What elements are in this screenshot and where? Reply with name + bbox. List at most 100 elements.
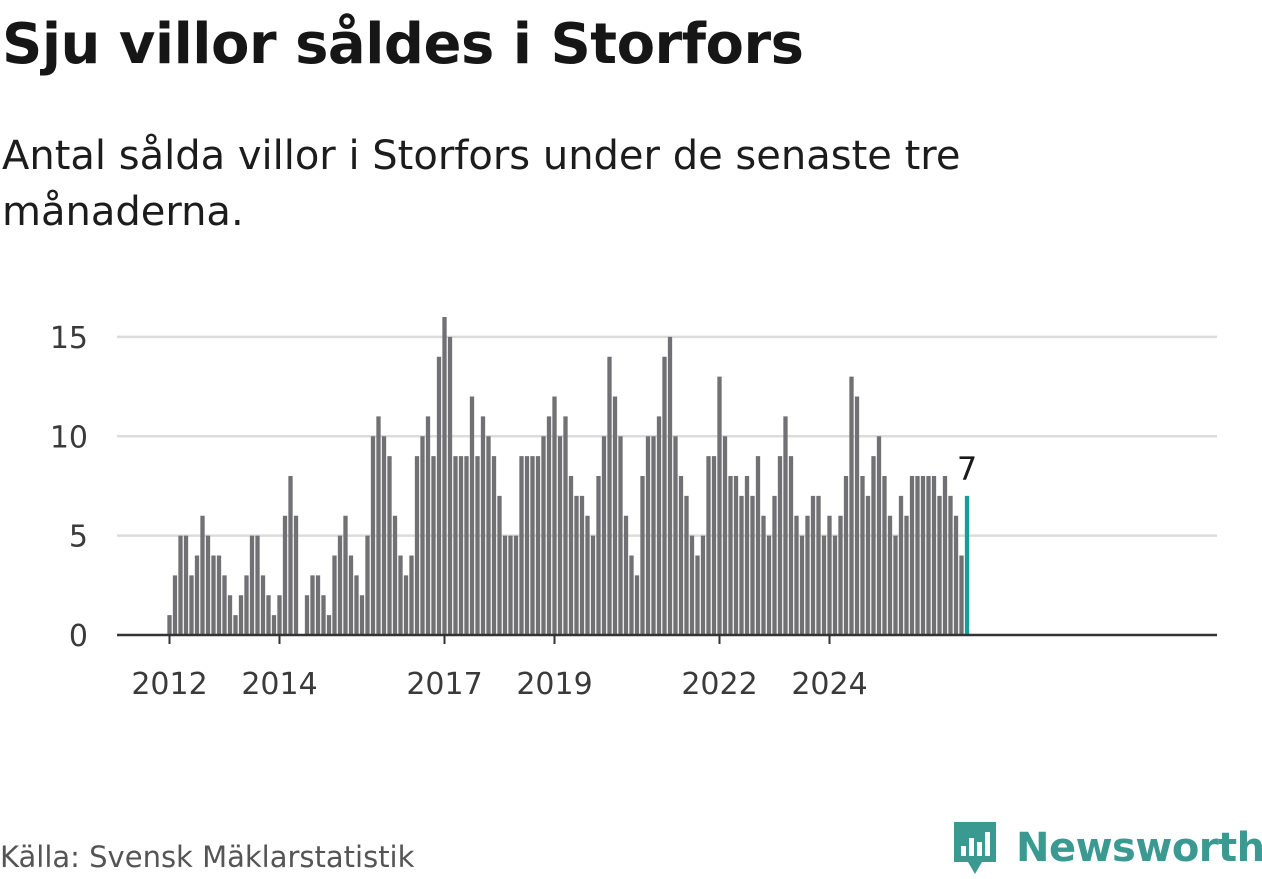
y-tick-label: 0 xyxy=(69,619,88,654)
y-tick-label: 10 xyxy=(50,420,88,455)
bar xyxy=(568,476,574,635)
bar xyxy=(409,555,414,635)
bar xyxy=(623,515,629,635)
x-axis xyxy=(117,633,1217,644)
bar xyxy=(337,535,343,635)
bar xyxy=(612,396,618,635)
bar xyxy=(304,595,310,635)
bar xyxy=(381,436,387,635)
bar xyxy=(689,535,695,635)
bar xyxy=(634,575,640,635)
bar xyxy=(200,515,205,635)
bar xyxy=(354,575,359,635)
bar xyxy=(178,535,183,635)
bar xyxy=(211,555,216,635)
bar xyxy=(293,515,299,635)
bar xyxy=(805,515,810,635)
bar xyxy=(557,436,563,635)
source-note: Källa: Svensk Mäklarstatistik xyxy=(0,840,415,874)
bar xyxy=(827,515,832,635)
bar xyxy=(942,476,948,635)
bar xyxy=(343,515,348,635)
bar xyxy=(926,476,931,635)
bar xyxy=(893,535,898,635)
bar xyxy=(640,476,645,635)
bar xyxy=(733,476,739,635)
bar xyxy=(233,615,238,635)
highlight-bar xyxy=(964,495,970,635)
bar xyxy=(216,555,222,635)
bar xyxy=(541,436,546,635)
bar xyxy=(722,436,728,635)
bar xyxy=(728,476,733,635)
bar xyxy=(667,336,673,635)
bar xyxy=(238,595,244,635)
bar xyxy=(546,416,552,635)
bar xyxy=(717,376,722,635)
bar xyxy=(865,495,871,635)
bar xyxy=(266,595,271,635)
bar xyxy=(843,476,849,635)
bar xyxy=(469,396,475,635)
bar xyxy=(761,515,766,635)
bar xyxy=(876,436,882,635)
bar xyxy=(403,575,409,635)
bar xyxy=(387,456,392,635)
bar xyxy=(596,476,601,635)
y-tick-label: 15 xyxy=(50,321,88,356)
bar xyxy=(167,615,172,635)
bar xyxy=(535,456,541,635)
brand-name: Newsworthy xyxy=(1016,825,1262,871)
bar xyxy=(651,436,656,635)
bar xyxy=(684,495,689,635)
x-tick-label: 2019 xyxy=(516,667,592,702)
bar xyxy=(310,575,315,635)
bar xyxy=(838,515,843,635)
axis-labels: 0 5 10 15 2012 2014 2017 2019 2022 2024 7 xyxy=(50,321,977,702)
bar xyxy=(370,436,376,635)
bars xyxy=(167,317,970,635)
bar xyxy=(810,495,816,635)
bar xyxy=(519,456,524,635)
bar xyxy=(783,416,788,635)
bar xyxy=(227,595,233,635)
x-tick-label: 2014 xyxy=(241,667,317,702)
bar xyxy=(530,456,535,635)
bar xyxy=(392,515,398,635)
bar xyxy=(953,515,959,635)
bar xyxy=(326,615,332,635)
bar xyxy=(755,456,761,635)
bar xyxy=(348,555,354,635)
newsworthy-logo[interactable]: Newsworthy xyxy=(950,818,1262,878)
bar xyxy=(860,476,865,635)
bar xyxy=(442,317,447,635)
bar xyxy=(244,575,249,635)
bar xyxy=(739,495,744,635)
bar xyxy=(475,456,480,635)
bar xyxy=(497,495,502,635)
bar xyxy=(590,535,596,635)
bar xyxy=(959,555,964,635)
bar xyxy=(794,515,799,635)
x-tick-label: 2012 xyxy=(131,667,207,702)
bar xyxy=(673,436,678,635)
bar xyxy=(447,336,453,635)
bar xyxy=(706,456,711,635)
bar xyxy=(821,535,827,635)
bar xyxy=(321,595,326,635)
bar xyxy=(552,396,557,635)
bar xyxy=(491,456,497,635)
bar xyxy=(645,436,651,635)
newsworthy-logo-icon xyxy=(954,822,996,874)
bar xyxy=(524,456,530,635)
bar xyxy=(700,535,706,635)
bar xyxy=(618,436,623,635)
bar xyxy=(189,575,194,635)
bar xyxy=(799,535,805,635)
bar xyxy=(183,535,189,635)
bar xyxy=(464,456,469,635)
bar xyxy=(629,555,634,635)
bar xyxy=(909,476,915,635)
bar xyxy=(750,495,755,635)
